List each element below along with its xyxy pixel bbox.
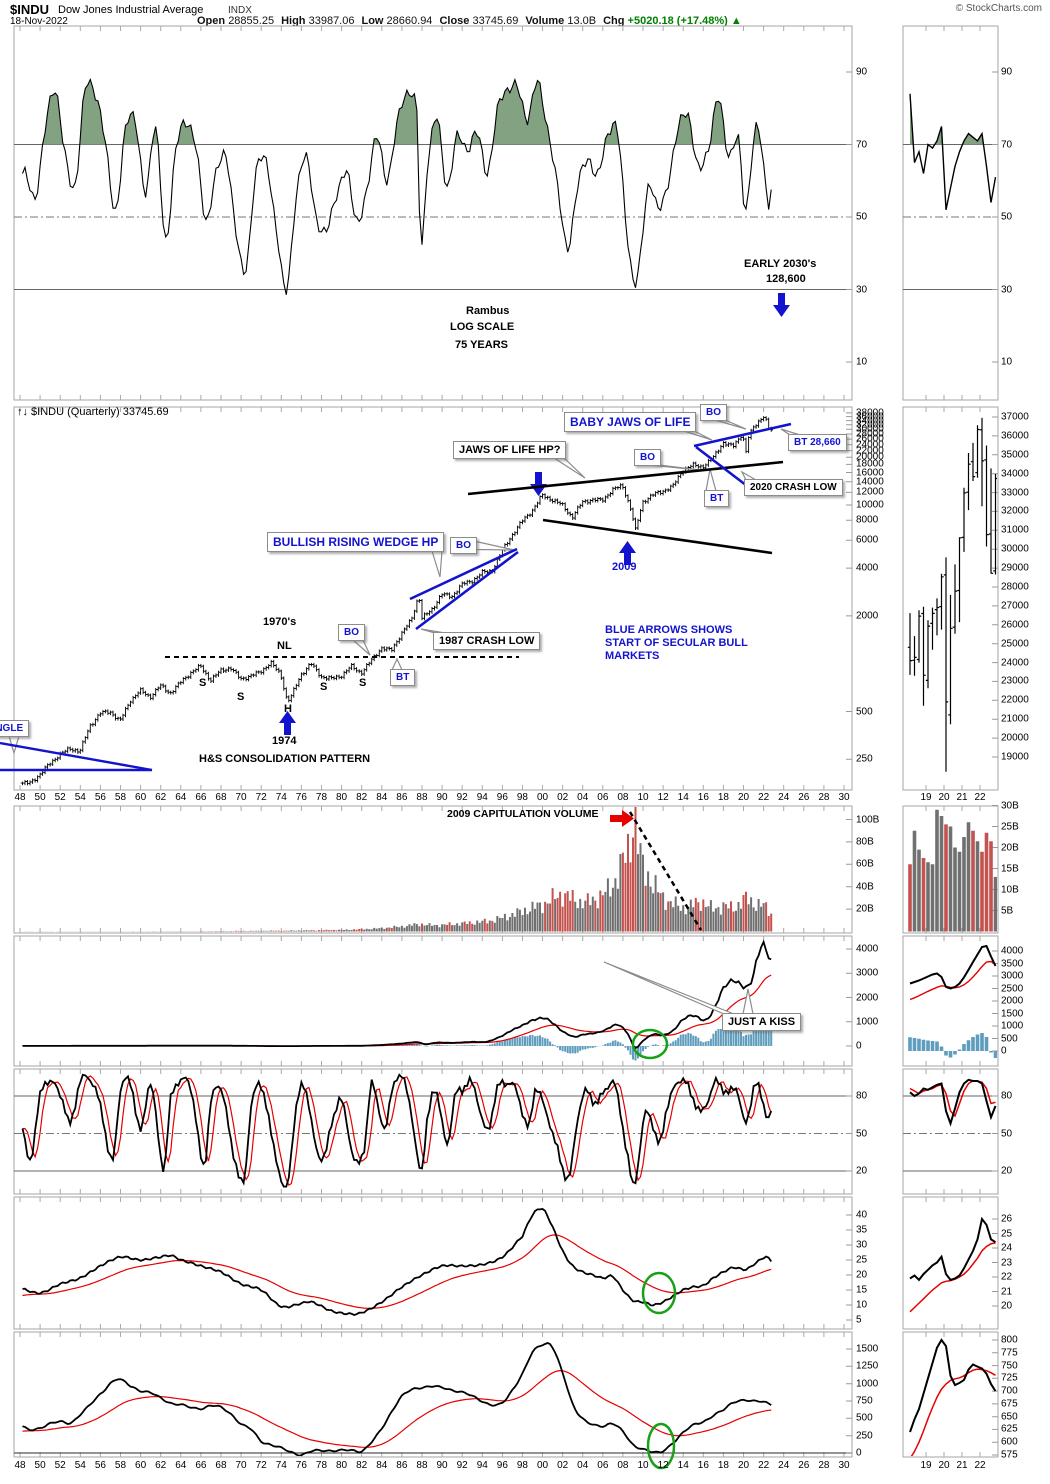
macd-series-main — [21, 939, 773, 1061]
p2-axis-ticks — [19, 407, 981, 790]
stochastic-signal-line — [22, 1075, 772, 1186]
panel-frames — [13, 25, 999, 1458]
p6-main-box — [13, 1196, 853, 1330]
volume-value: 13.0B — [567, 15, 597, 27]
annotation-arrow-2009-up-arrow-icon — [619, 541, 636, 565]
low-value: 28660.94 — [386, 15, 433, 27]
price-zoom-ohlc-ticks — [907, 428, 997, 716]
osc7-series-zoom — [909, 1338, 997, 1456]
annotation-arrow-2030s-down-arrow-icon — [773, 293, 790, 317]
close-label: Close — [439, 15, 470, 27]
rsi-line — [21, 77, 772, 295]
source-credit: © StockCharts.com — [955, 3, 1042, 14]
volume-zoom-bars-down — [908, 824, 993, 932]
price-zoom-ohlc-bars — [909, 417, 997, 772]
rsi-overbought-fill — [42, 79, 761, 145]
y-axis-tickmarks — [846, 71, 998, 1456]
osc6-series-main — [22, 1208, 772, 1316]
p1-axis-ticks — [19, 26, 981, 400]
high-value: 33987.06 — [308, 15, 355, 27]
p7-axis-ticks — [19, 1332, 981, 1457]
annotation-jaws-upper-line — [467, 460, 784, 496]
annotation-triangle-upper-line — [0, 741, 153, 772]
volume-zoom-bars-up — [912, 809, 997, 932]
p1-zoom-box — [902, 25, 999, 401]
volume-series-main — [21, 807, 773, 932]
osc6-line — [22, 1208, 772, 1316]
symbol: $INDU — [10, 2, 50, 17]
p6-axis-ticks — [19, 1197, 981, 1329]
annotation-volume-decline-line — [628, 811, 703, 931]
osc6-series-zoom — [909, 1216, 997, 1313]
volume-label: Volume — [525, 15, 565, 27]
annotation-arrow-1974-up-arrow-icon — [279, 711, 296, 735]
osc7-series-main — [22, 1342, 772, 1456]
macd-line — [22, 939, 772, 1050]
p7-main-box — [13, 1331, 853, 1458]
annotation-baby-jaws-upper-line — [693, 422, 792, 448]
macd-zoom-histogram — [908, 1033, 997, 1058]
chg-direction-icon: ▲ — [730, 15, 742, 27]
close-value: 33745.69 — [472, 15, 519, 27]
osc6-signal-line — [22, 1234, 772, 1309]
exchange: INDX — [228, 5, 252, 16]
annotation-jaws-lower-line — [542, 518, 773, 555]
macd-series-zoom — [908, 944, 997, 1058]
p7-zoom-box — [902, 1331, 999, 1458]
macd-zoom-line — [909, 944, 997, 990]
p6-zoom-box — [902, 1196, 999, 1330]
open-value: 28855.25 — [228, 15, 275, 27]
price-series-zoom — [907, 417, 997, 772]
annotation-shapes — [0, 293, 801, 1470]
quote-row: Open 28855.25 High 33987.06 Low 28660.94 Cl… — [190, 15, 742, 27]
p4-axis-ticks — [19, 936, 981, 1066]
annotation-arrow-jaws-down-arrow-icon — [530, 472, 547, 496]
stochastic-series-zoom — [909, 1078, 997, 1127]
chg-label: Chg — [603, 15, 625, 27]
rsi-series-main — [21, 77, 772, 295]
high-label: High — [281, 15, 306, 27]
annotation-arrow-capitulation-right-arrow-icon — [610, 810, 634, 827]
annotation-osc7-circle — [646, 1422, 676, 1470]
annotation-wedge-lower-line — [415, 550, 519, 631]
osc6-zoom-line — [909, 1216, 997, 1282]
rsi-zoom-line — [909, 93, 997, 210]
annotation-osc6-circle — [641, 1271, 677, 1315]
volume-bars-up — [21, 843, 765, 932]
osc7-line — [22, 1342, 772, 1456]
symbol-name: Dow Jones Industrial Average — [58, 4, 204, 16]
p5-zoom-box — [902, 1068, 999, 1195]
p2-main-box — [13, 406, 853, 791]
p5-axis-ticks — [19, 1069, 981, 1194]
annotation-wedge-upper-line — [409, 547, 518, 601]
p3-main-box — [13, 805, 853, 934]
open-label: Open — [197, 15, 226, 27]
low-label: Low — [361, 15, 384, 27]
stochastic-line — [21, 1073, 773, 1188]
osc7-zoom-line — [909, 1338, 997, 1433]
stochastic-zoom-line — [909, 1078, 997, 1127]
rsi-series-zoom — [909, 93, 997, 210]
chg-value: +5020.18 (+17.48%) — [627, 15, 728, 27]
annotation-kiss-circle — [631, 1028, 669, 1060]
stochastic-series-main — [21, 1073, 773, 1188]
quote-date: 18-Nov-2022 — [10, 16, 68, 27]
volume-series-zoom — [908, 809, 997, 932]
osc7-signal-line — [22, 1369, 772, 1448]
volume-bars-down — [26, 807, 773, 932]
p1-main-box — [13, 25, 853, 401]
